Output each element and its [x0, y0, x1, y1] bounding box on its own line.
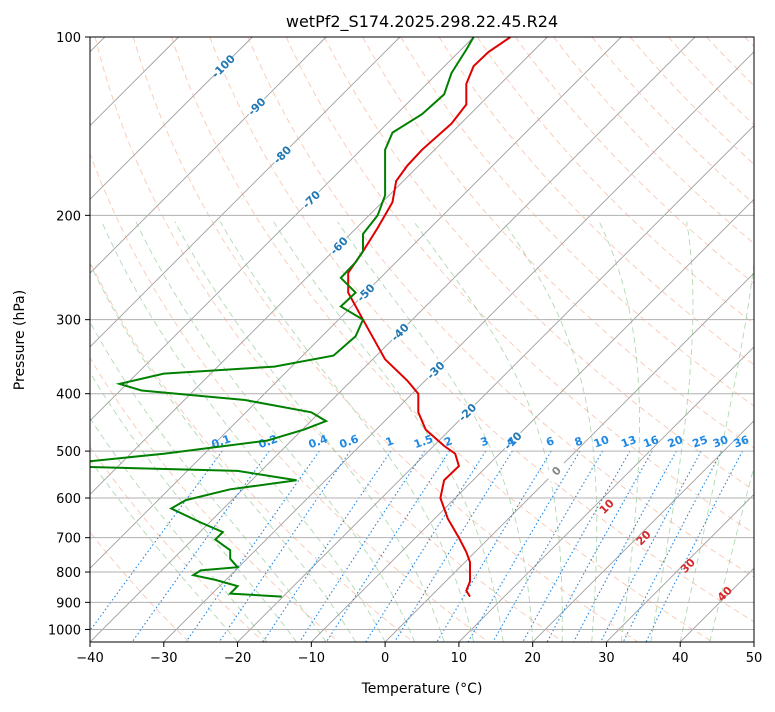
y-tick-label: 700 — [56, 532, 81, 547]
y-tick-label: 900 — [56, 596, 81, 611]
x-tick-label: 40 — [672, 651, 689, 666]
x-tick-label: −20 — [224, 651, 251, 666]
isotherm-line — [754, 37, 775, 642]
y-tick-label: 300 — [56, 314, 81, 329]
x-tick-label: −40 — [76, 651, 103, 666]
plot-background — [90, 37, 754, 642]
x-tick-label: −30 — [150, 651, 177, 666]
x-tick-label: 30 — [598, 651, 615, 666]
x-tick-label: 0 — [381, 651, 389, 666]
x-tick-label: 20 — [524, 651, 541, 666]
y-tick-label: 100 — [56, 31, 81, 46]
x-tick-label: 50 — [746, 651, 763, 666]
y-tick-label: 600 — [56, 492, 81, 507]
y-tick-label: 800 — [56, 566, 81, 581]
x-axis-label: Temperature (°C) — [361, 681, 483, 697]
chart-title: wetPf2_S174.2025.298.22.45.R24 — [286, 12, 558, 32]
x-tick-label: −10 — [298, 651, 325, 666]
y-tick-label: 1000 — [48, 623, 81, 638]
y-tick-label: 500 — [56, 445, 81, 460]
y-tick-label: 400 — [56, 388, 81, 403]
y-axis-label: Pressure (hPa) — [12, 290, 28, 390]
y-tick-label: 200 — [56, 209, 81, 224]
x-tick-label: 10 — [451, 651, 468, 666]
